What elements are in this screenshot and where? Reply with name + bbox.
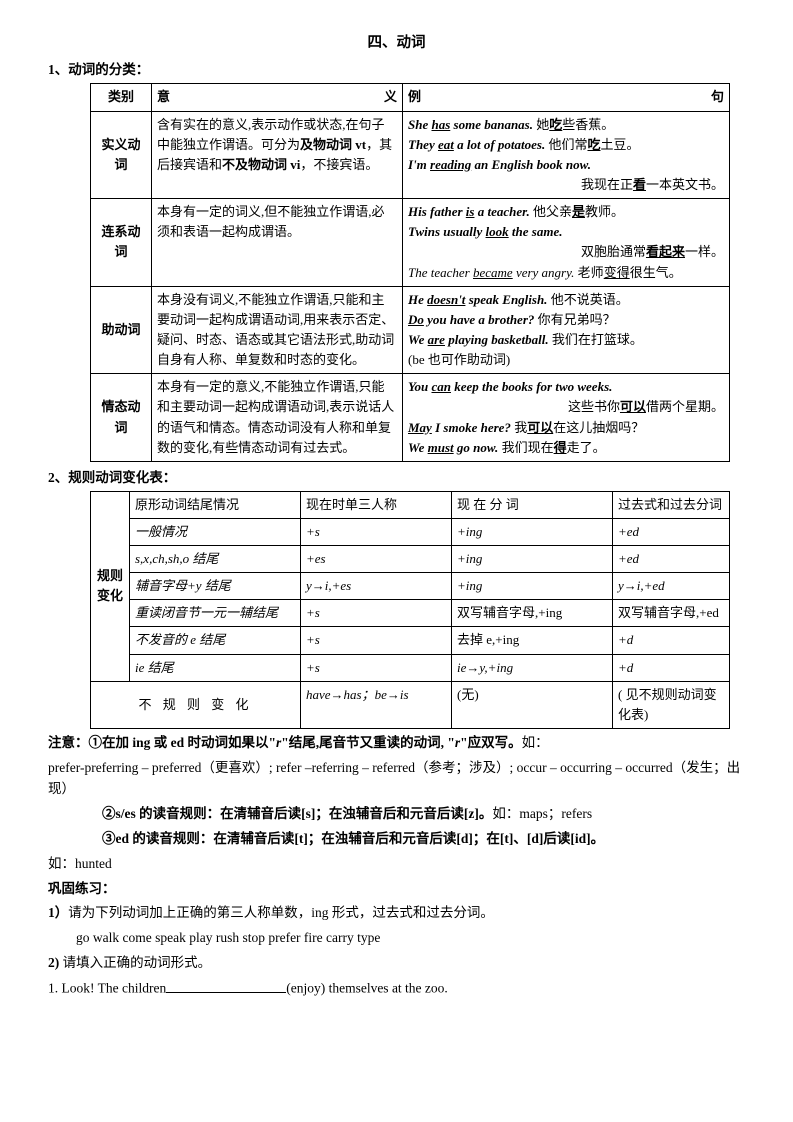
- note-1: 注意：①在加 ing 或 ed 时动词如果以"r"结尾,尾音节又重读的动词, "…: [48, 733, 745, 754]
- note-3: ③ed 的读音规则：在清辅音后读[t]；在浊辅音后和元音后读[d]；在[t]、[…: [48, 829, 745, 850]
- meaning-cell: 含有实在的意义,表示动作或状态,在句子中能独立作谓语。可分为及物动词 vt，其后…: [152, 111, 403, 199]
- side-regular: 规则变化: [91, 491, 130, 681]
- practice-q1-words: go walk come speak play rush stop prefer…: [76, 928, 745, 949]
- table-row-irregular: 不 规 则 变 化 have→has；be→is(无)( 见不规则动词变化表): [91, 681, 730, 728]
- meaning-cell: 本身有一定的意义,不能独立作谓语,只能和主要动词一起构成谓语动词,表示说话人的语…: [152, 374, 403, 462]
- cat-aux: 助动词: [91, 286, 152, 374]
- example-cell: She has some bananas. 她吃些香蕉。 They eat a …: [403, 111, 730, 199]
- fill-blank[interactable]: [166, 978, 286, 993]
- note-2: ②s/es 的读音规则：在清辅音后读[s]；在浊辅音后和元音后读[z]。如：ma…: [48, 804, 745, 825]
- section-1-heading: 1、动词的分类：: [48, 60, 745, 81]
- table-row: 助动词 本身没有词义,不能独立作谓语,只能和主要动词一起构成谓语动词,用来表示否…: [91, 286, 730, 374]
- cat-linking: 连系动词: [91, 199, 152, 287]
- th-past: 过去式和过去分词: [613, 491, 730, 518]
- table-row: 重读闭音节一元一辅结尾+s双写辅音字母,+ing双写辅音字母,+ed: [91, 600, 730, 627]
- example-cell: You can keep the books for two weeks. 这些…: [403, 374, 730, 462]
- th-3rd: 现在时单三人称: [301, 491, 452, 518]
- note-3-example: 如：hunted: [48, 854, 745, 875]
- th-category: 类别: [91, 84, 152, 111]
- practice-q2: 2) 请填入正确的动词形式。: [48, 953, 745, 974]
- note-1-examples: prefer-preferring – preferred（更喜欢）; refe…: [48, 758, 745, 800]
- meaning-cell: 本身有一定的词义,但不能独立作谓语,必须和表语一起构成谓语。: [152, 199, 403, 287]
- verb-conjugation-table: 规则变化 原形动词结尾情况 现在时单三人称 现 在 分 词 过去式和过去分词 一…: [90, 491, 730, 729]
- meaning-cell: 本身没有词义,不能独立作谓语,只能和主要动词一起构成谓语动词,用来表示否定、疑问…: [152, 286, 403, 374]
- practice-heading: 巩固练习：: [48, 879, 745, 900]
- side-irregular: 不 规 则 变 化: [91, 681, 301, 728]
- th-example: 例句: [403, 84, 730, 111]
- table-row: 辅音字母+y 结尾y→i,+es+ingy→i,+ed: [91, 573, 730, 600]
- example-cell: He doesn't speak English. 他不说英语。 Do you …: [403, 286, 730, 374]
- table-row: 实义动词 含有实在的意义,表示动作或状态,在句子中能独立作谓语。可分为及物动词 …: [91, 111, 730, 199]
- table-row: s,x,ch,sh,o 结尾+es+ing+ed: [91, 545, 730, 572]
- table-row: ie 结尾+sie→y,+ing+d: [91, 654, 730, 681]
- practice-e1: 1. Look! The children(enjoy) themselves …: [48, 978, 745, 999]
- table-row: 情态动词 本身有一定的意义,不能独立作谓语,只能和主要动词一起构成谓语动词,表示…: [91, 374, 730, 462]
- cat-modal: 情态动词: [91, 374, 152, 462]
- page-title: 四、动词: [48, 32, 745, 54]
- verb-category-table: 类别 意义 例句 实义动词 含有实在的意义,表示动作或状态,在句子中能独立作谓语…: [90, 83, 730, 461]
- th-ing: 现 在 分 词: [452, 491, 613, 518]
- section-2-heading: 2、规则动词变化表：: [48, 468, 745, 489]
- table-row: 一般情况+s+ing+ed: [91, 518, 730, 545]
- th-ending: 原形动词结尾情况: [130, 491, 301, 518]
- th-meaning: 意义: [152, 84, 403, 111]
- table-row: 不发音的 e 结尾+s去掉 e,+ing+d: [91, 627, 730, 654]
- practice-q1: 1）请为下列动词加上正确的第三人称单数，ing 形式，过去式和过去分词。: [48, 903, 745, 924]
- table-row: 连系动词 本身有一定的词义,但不能独立作谓语,必须和表语一起构成谓语。 His …: [91, 199, 730, 287]
- cat-notional: 实义动词: [91, 111, 152, 199]
- example-cell: His father is a teacher. 他父亲是教师。 Twins u…: [403, 199, 730, 287]
